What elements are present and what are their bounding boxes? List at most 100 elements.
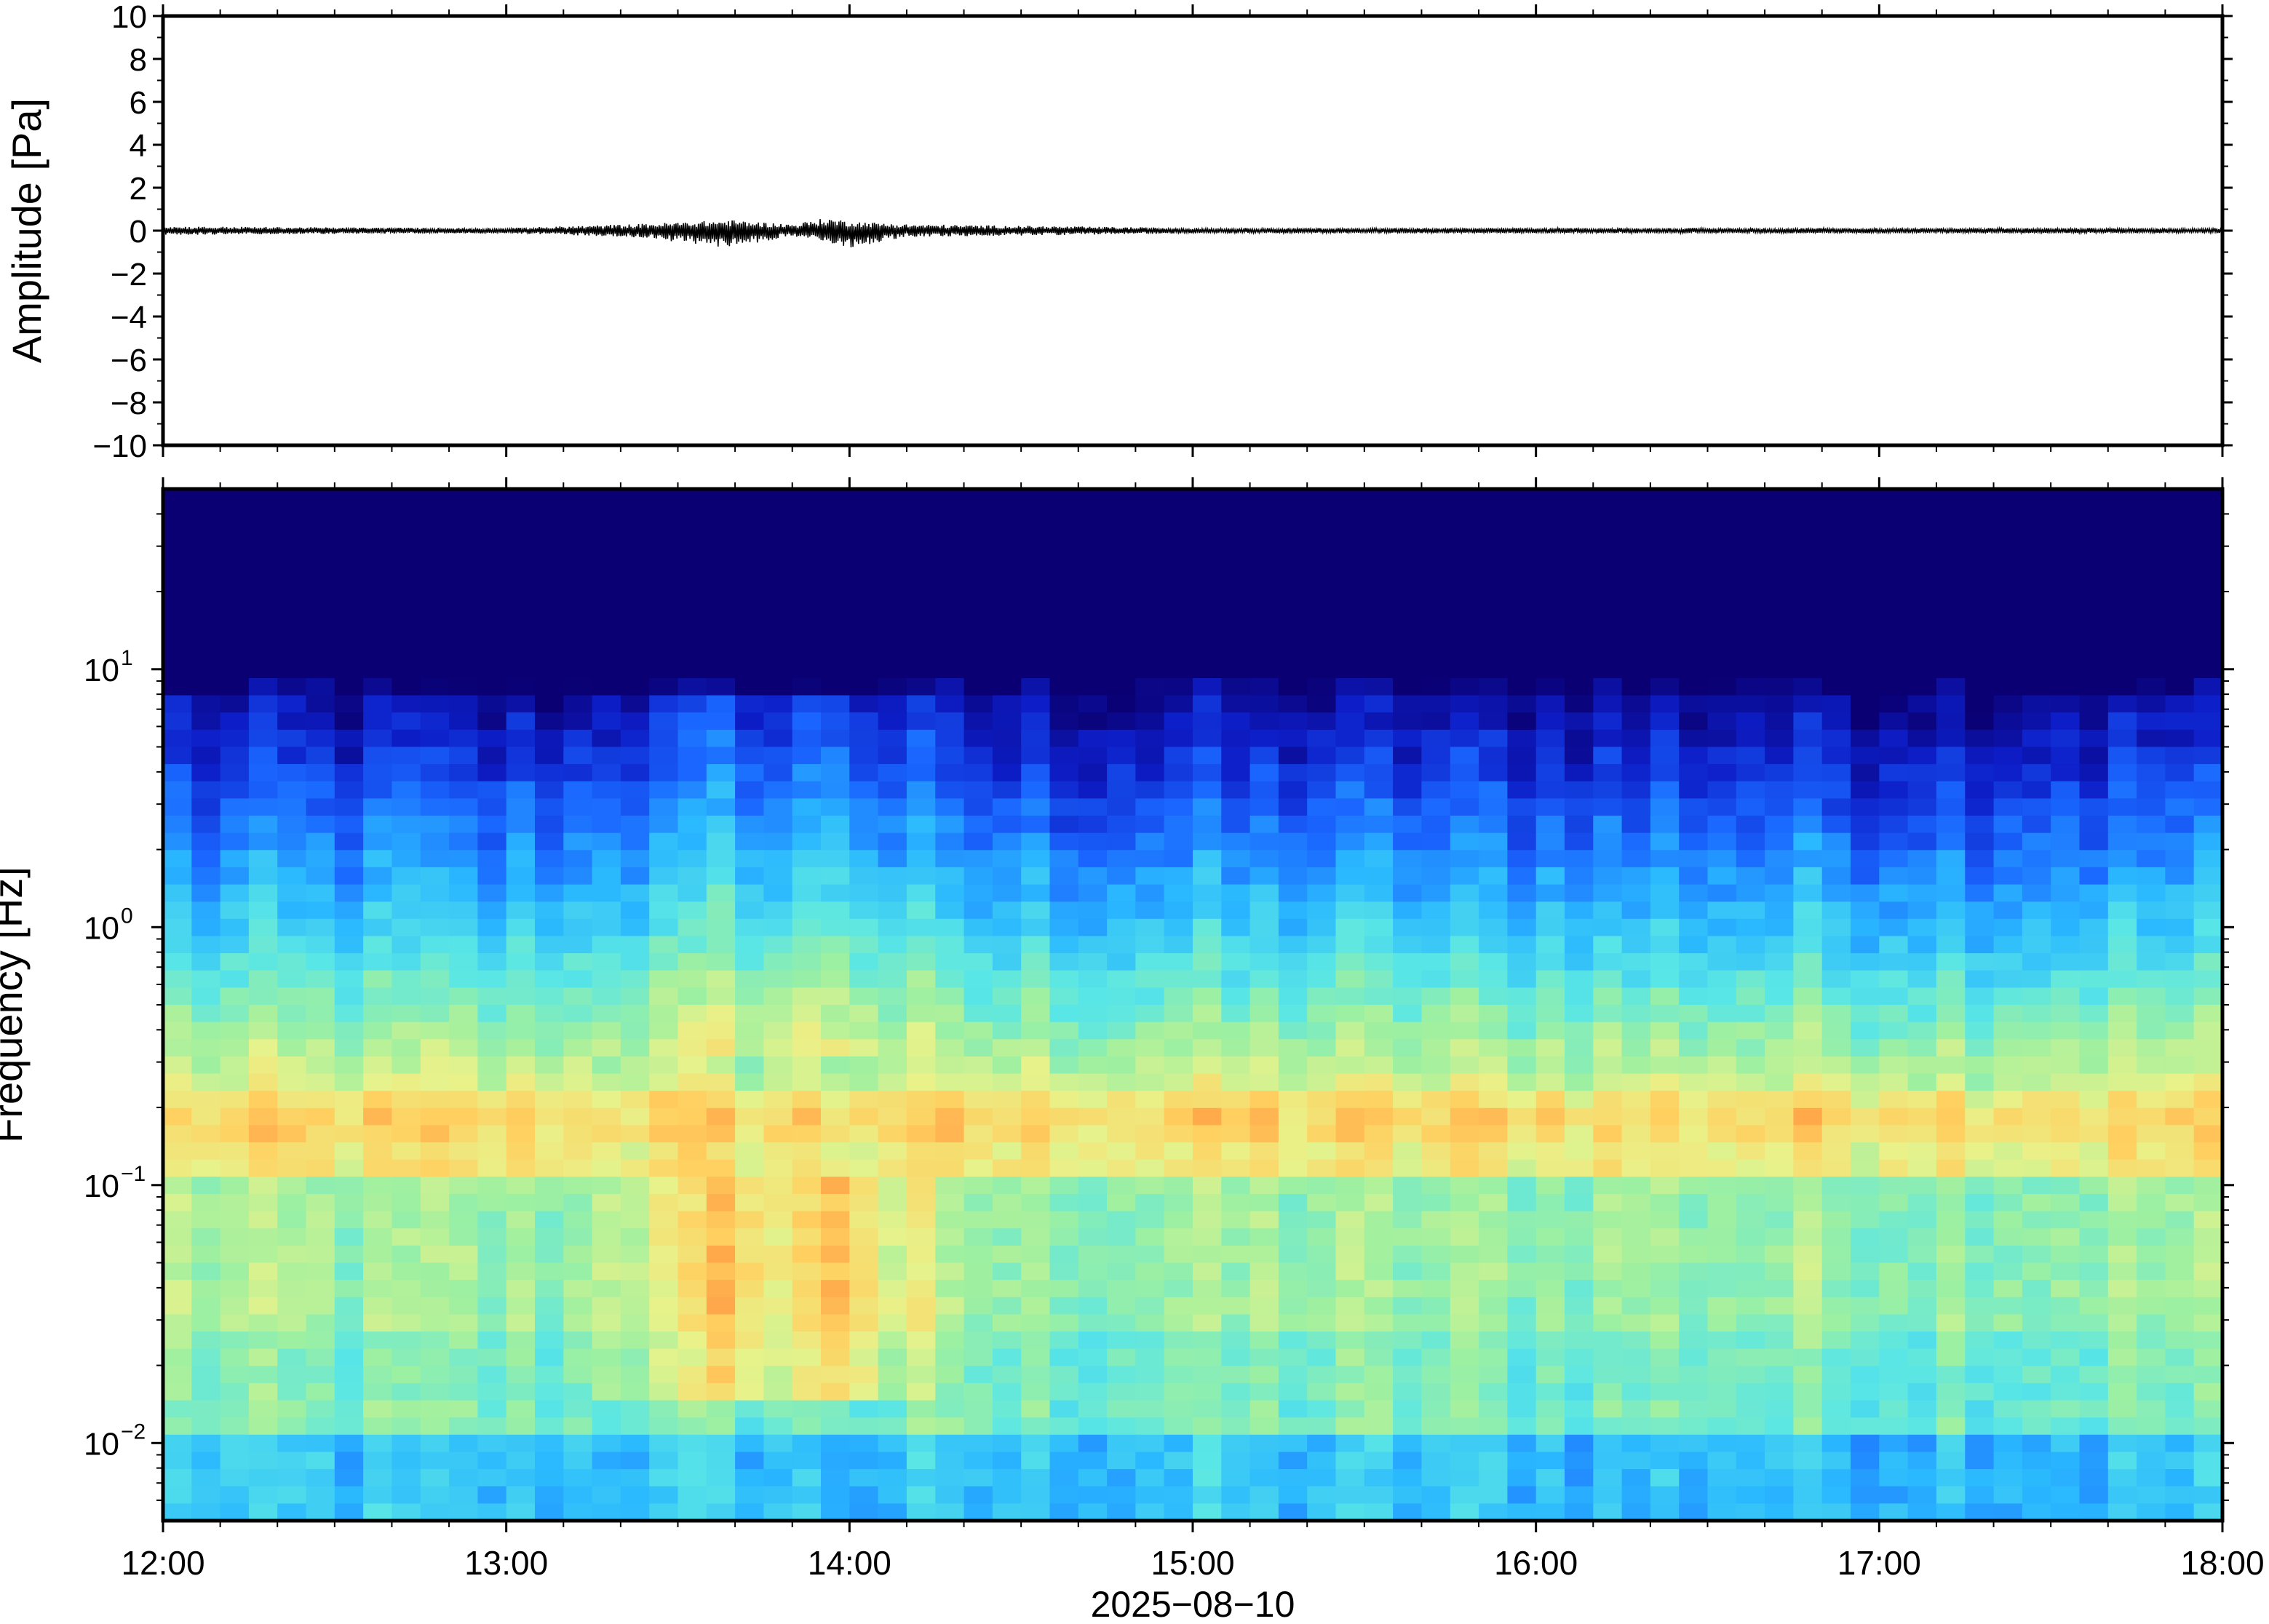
spectrogram-cell <box>306 953 335 971</box>
spectrogram-cell <box>792 936 822 954</box>
spectrogram-cell <box>248 1503 278 1521</box>
spectrogram-cell <box>878 1228 907 1246</box>
spectrogram-cell <box>392 884 421 902</box>
spectrogram-cell <box>1078 1039 1108 1057</box>
spectrogram-cell <box>1164 901 1193 920</box>
spectrogram-cell <box>1765 1125 1795 1143</box>
spectrogram-cell <box>620 1486 650 1505</box>
spectrogram-cell <box>1936 884 1966 902</box>
spectrogram-cell <box>392 970 421 989</box>
spectrogram-cell <box>1793 1091 1823 1109</box>
spectrogram-cell <box>649 1382 679 1401</box>
spectrogram-cell <box>163 867 193 885</box>
spectrogram-cell <box>277 918 307 937</box>
spectrogram-cell <box>1907 1469 1937 1487</box>
spectrogram-cell <box>1621 678 1651 696</box>
spectrogram-cell <box>763 764 793 782</box>
spectrogram-cell <box>1879 1073 1909 1091</box>
spectrogram-cell <box>1307 1332 1337 1350</box>
spectrogram-cell <box>1621 1332 1651 1350</box>
spectrogram-cell <box>277 1297 307 1315</box>
spectrogram-cell <box>1707 1005 1737 1023</box>
spectrogram-cell <box>535 695 565 713</box>
spectrogram-cell <box>1078 1503 1108 1521</box>
spectrogram-cell <box>992 1297 1022 1315</box>
spectrogram-cell <box>1021 953 1051 971</box>
spectrogram-cell <box>792 712 822 731</box>
spectrogram-cell <box>477 1469 507 1487</box>
spectrogram-cell <box>2022 832 2051 851</box>
spectrogram-cell <box>1936 1486 1966 1505</box>
spectrogram-cell <box>792 850 822 868</box>
spectrogram-cell <box>1621 1400 1651 1418</box>
spectrogram-cell <box>1135 1091 1165 1109</box>
spectrogram-cell <box>2051 1486 2081 1505</box>
spectrogram-cell <box>220 901 250 920</box>
spectrogram-cell <box>792 1245 822 1264</box>
spectrogram-cell <box>1793 1417 1823 1436</box>
spectrogram-cell <box>1078 1332 1108 1350</box>
spectrogram-cell <box>1049 1177 1079 1195</box>
spectrogram-cell <box>1593 1486 1623 1505</box>
spectrogram-cell <box>2193 1434 2222 1453</box>
spectrogram-cell <box>248 1280 278 1298</box>
spectrogram-cell <box>963 1503 993 1521</box>
spectrogram-cell <box>334 764 364 782</box>
spectrogram-cell <box>677 816 707 834</box>
spectrogram-cell <box>1107 936 1137 954</box>
spectrogram-cell <box>677 970 707 989</box>
spectrogram-cell <box>735 1382 765 1401</box>
spectrogram-cell <box>1249 1228 1279 1246</box>
spectrogram-cell <box>1479 712 1509 731</box>
spectrogram-cell <box>1851 1142 1880 1161</box>
spectrogram-cell <box>620 1177 650 1195</box>
spectrogram-cell <box>792 1177 822 1195</box>
spectrogram-cell <box>1393 1177 1423 1195</box>
spectrogram-cell <box>735 695 765 713</box>
spectrogram-cell <box>706 1039 736 1057</box>
spectrogram-cell <box>649 1245 679 1264</box>
spectrogram-cell <box>1679 867 1709 885</box>
spectrogram-cell <box>306 1486 335 1505</box>
spectrogram-cell <box>220 729 250 748</box>
spectrogram-cell <box>1936 867 1966 885</box>
spectrogram-cell <box>906 1228 936 1246</box>
spectrogram-cell <box>1765 1142 1795 1161</box>
spectrogram-cell <box>706 1366 736 1384</box>
spectrogram-cell <box>1736 1400 1765 1418</box>
spectrogram-cell <box>1221 953 1251 971</box>
spectrogram-cell <box>163 1297 193 1315</box>
spectrogram-cell <box>506 729 536 748</box>
spectrogram-cell <box>1707 1091 1737 1109</box>
spectrogram-cell <box>2165 1417 2195 1436</box>
spectrogram-cell <box>735 1005 765 1023</box>
spectrogram-cell <box>191 1177 221 1195</box>
spectrogram-cell <box>792 867 822 885</box>
spectrogram-cell <box>420 816 450 834</box>
spectrogram-cell <box>878 1142 907 1161</box>
spectrogram-cell <box>449 1039 479 1057</box>
spectrogram-cell <box>2137 1382 2166 1401</box>
spectrogram-cell <box>2107 884 2137 902</box>
spectrogram-cell <box>163 1469 193 1487</box>
spectrogram-cell <box>1393 1314 1423 1332</box>
spectrogram-cell <box>1364 1228 1394 1246</box>
spectrogram-cell <box>220 918 250 937</box>
spectrogram-cell <box>2193 953 2222 971</box>
spectrogram-cell <box>1679 1469 1709 1487</box>
spectrogram-cell <box>735 1194 765 1212</box>
spectrogram-cell <box>1479 1039 1509 1057</box>
spectrogram-cell <box>821 1211 851 1229</box>
spectrogram-cell <box>392 1382 421 1401</box>
spectrogram-cell <box>2137 1503 2166 1521</box>
spectrogram-cell <box>306 1177 335 1195</box>
spectrogram-cell <box>1736 953 1765 971</box>
spectrogram-cell <box>1593 781 1623 800</box>
spectrogram-cell <box>1879 1297 1909 1315</box>
spectrogram-cell <box>1421 764 1451 782</box>
spectrogram-cell <box>963 1469 993 1487</box>
spectrogram-cell <box>1565 1382 1594 1401</box>
spectrogram-cell <box>1249 712 1279 731</box>
spectrogram-cell <box>1364 1382 1394 1401</box>
spectrogram-cell <box>963 798 993 816</box>
